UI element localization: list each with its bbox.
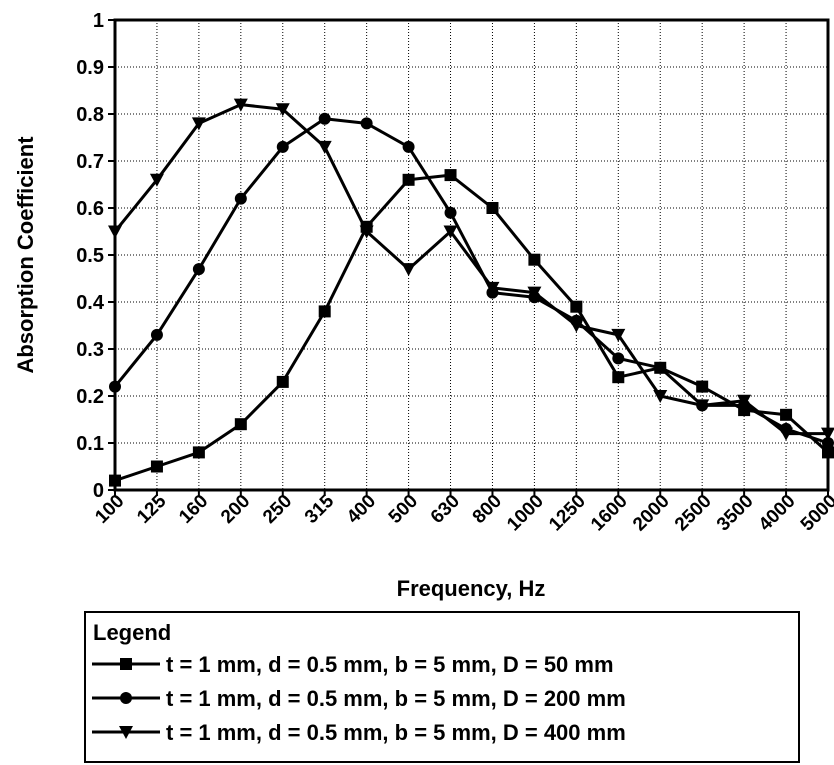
x-axis-ticks: 100 125 160 200 250 315 400 500 630 8001000125016…	[91, 490, 834, 535]
x-tick-label: 4000	[755, 491, 800, 536]
legend-item: t = 1 mm, d = 0.5 mm, b = 5 mm, D = 400 …	[92, 720, 626, 745]
data-point-square	[444, 169, 457, 182]
data-point-circle	[109, 380, 121, 393]
data-point-triangle-down	[443, 225, 458, 239]
x-tick-label: 1250	[545, 491, 590, 536]
legend-item: t = 1 mm, d = 0.5 mm, b = 5 mm, D = 200 …	[92, 686, 626, 711]
x-tick-label: 1600	[587, 491, 632, 536]
data-point-triangle-down	[108, 225, 122, 239]
data-point-square	[150, 460, 163, 473]
data-point-triangle-down	[737, 394, 752, 408]
data-point-triangle-down	[191, 117, 206, 131]
x-tick-label: 630	[427, 491, 464, 528]
data-point-square	[486, 202, 499, 214]
data-point-triangle-down	[149, 173, 164, 187]
data-point-square	[696, 380, 709, 393]
y-tick-label: 0	[93, 480, 104, 502]
data-point-circle	[822, 437, 834, 449]
x-tick-label: 400	[343, 491, 380, 528]
y-tick-label: 0.2	[76, 386, 104, 408]
data-point-triangle-down	[527, 286, 542, 300]
series-group	[108, 98, 834, 487]
x-tick-label: 800	[469, 491, 506, 528]
x-tick-label: 2000	[629, 491, 674, 536]
y-tick-label: 0.7	[76, 151, 104, 173]
data-point-triangle-down	[569, 319, 584, 333]
legend-title: Legend	[93, 620, 171, 645]
x-tick-label: 200	[217, 491, 254, 528]
legend-marker-square	[120, 658, 132, 670]
data-point-circle	[360, 117, 373, 130]
data-point-triangle-down	[317, 140, 332, 154]
x-tick-label: 1000	[503, 491, 548, 536]
legend-marker-circle	[120, 692, 132, 704]
data-point-triangle-down	[233, 98, 248, 112]
legend-box	[84, 611, 800, 763]
data-point-circle	[234, 192, 247, 205]
y-axis-ticks: 0 0.1 0.2 0.3 0.4 0.5 0.6 0.7 0.8 0.9 1	[76, 10, 115, 502]
legend-marker-triangle-down	[119, 726, 133, 739]
data-point-circle	[276, 140, 289, 153]
y-axis-label: Absorption Coefficient	[13, 136, 38, 374]
x-tick-label: 500	[385, 491, 422, 528]
series-1	[109, 169, 834, 487]
y-tick-label: 1	[93, 10, 104, 32]
x-tick-label: 250	[259, 491, 296, 528]
y-tick-label: 0.6	[76, 198, 104, 220]
x-tick-label: 125	[133, 490, 171, 528]
data-point-circle	[318, 112, 331, 125]
x-tick-label: 2500	[671, 491, 716, 536]
series-line-1	[114, 173, 830, 483]
legend-label: t = 1 mm, d = 0.5 mm, b = 5 mm, D = 50 m…	[166, 652, 614, 677]
x-tick-label: 5000	[797, 491, 834, 536]
y-tick-label: 0.1	[76, 433, 104, 455]
data-point-circle	[612, 352, 625, 365]
data-point-circle	[402, 140, 415, 153]
y-tick-label: 0.4	[76, 292, 105, 314]
legend: Legend t = 1 mm, d = 0.5 mm, b = 5 mm, D…	[84, 611, 800, 763]
data-point-triangle-down	[695, 399, 710, 413]
data-point-square	[570, 300, 583, 313]
y-tick-label: 0.5	[76, 245, 104, 267]
data-point-triangle-down	[359, 225, 374, 239]
data-point-square	[780, 408, 793, 421]
legend-items: t = 1 mm, d = 0.5 mm, b = 5 mm, D = 50 m…	[92, 652, 626, 745]
y-tick-label: 0.8	[76, 104, 104, 126]
data-point-triangle-down	[779, 427, 794, 441]
series-3	[108, 98, 834, 441]
data-point-triangle-down	[275, 103, 290, 117]
legend-item: t = 1 mm, d = 0.5 mm, b = 5 mm, D = 50 m…	[92, 652, 614, 677]
data-point-square	[528, 253, 541, 266]
data-point-triangle-down	[821, 427, 834, 441]
legend-label: t = 1 mm, d = 0.5 mm, b = 5 mm, D = 200 …	[166, 686, 626, 711]
data-point-square	[612, 371, 625, 384]
y-tick-label: 0.3	[76, 339, 104, 361]
x-tick-label: 3500	[713, 491, 758, 536]
y-tick-label: 0.9	[76, 57, 104, 79]
data-point-square	[318, 305, 331, 318]
data-point-square	[276, 375, 289, 388]
x-tick-label: 315	[301, 490, 339, 528]
data-point-circle	[150, 328, 163, 341]
data-point-circle	[444, 206, 457, 219]
x-axis-label: Frequency, Hz	[397, 576, 546, 601]
data-point-circle	[654, 361, 667, 374]
data-point-triangle-down	[401, 263, 416, 277]
data-point-triangle-down	[485, 281, 500, 295]
data-point-square	[822, 446, 834, 459]
data-point-triangle-down	[653, 390, 668, 403]
data-point-circle	[192, 263, 205, 276]
series-line-2	[113, 117, 829, 445]
x-tick-label: 160	[175, 491, 212, 528]
data-point-square	[109, 474, 121, 487]
data-point-square	[192, 446, 205, 459]
data-point-triangle-down	[611, 328, 626, 342]
grid	[115, 20, 828, 490]
series-line-3	[113, 103, 828, 436]
data-point-square	[402, 173, 415, 186]
data-point-square	[234, 418, 247, 431]
legend-label: t = 1 mm, d = 0.5 mm, b = 5 mm, D = 400 …	[166, 720, 626, 745]
